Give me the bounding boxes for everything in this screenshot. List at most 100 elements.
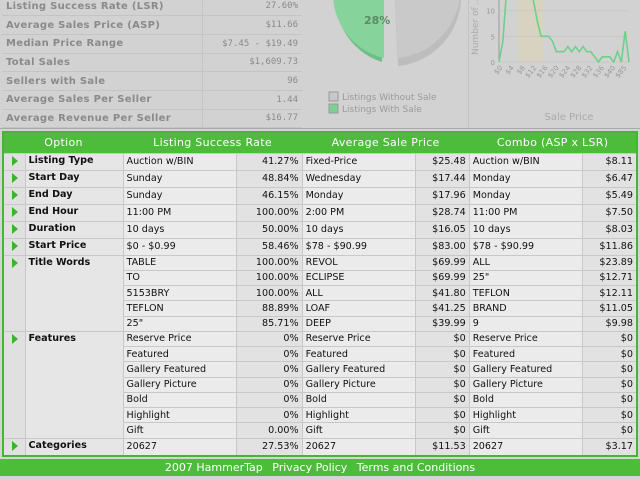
table-row: 5153BRY 100.00% ALL $41.80 TEFLON $12.11 bbox=[3, 284, 638, 302]
expand-button[interactable] bbox=[2, 186, 26, 205]
combo-value: $11.05 bbox=[582, 300, 638, 317]
table-row: Highlight 0% Highlight $0 Highlight $0 bbox=[3, 406, 638, 424]
combo-option: Gallery Picture bbox=[468, 376, 584, 393]
pie-label: 28% bbox=[364, 14, 390, 27]
lsr-option: Bold bbox=[122, 391, 238, 409]
asp-value: $69.99 bbox=[415, 254, 470, 271]
summary-value: $1,609.73 bbox=[202, 53, 302, 73]
asp-option: Highlight bbox=[301, 406, 417, 424]
x-tick-label: $4 bbox=[504, 64, 516, 76]
lsr-value: 100.00% bbox=[236, 254, 303, 271]
asp-value: $16.05 bbox=[415, 220, 470, 239]
asp-option: Gallery Picture bbox=[301, 376, 417, 393]
expand-button[interactable] bbox=[2, 203, 26, 222]
combo-option: BRAND bbox=[468, 300, 584, 317]
arrow-right-icon bbox=[12, 206, 18, 217]
table-row: Gift 0.00% Gift $0 Gift $0 bbox=[3, 422, 638, 439]
footer: 2007 HammerTap Privacy Policy Terms and … bbox=[0, 459, 640, 476]
combo-value: $0 bbox=[582, 406, 638, 424]
asp-value: $39.99 bbox=[415, 315, 470, 332]
privacy-policy-link[interactable]: Privacy Policy bbox=[272, 461, 348, 474]
asp-option: Bold bbox=[301, 391, 417, 409]
asp-option: REVOL bbox=[301, 254, 417, 271]
table-row: Listing Type Auction w/BIN 41.27% Fixed-Pri… bbox=[2, 152, 638, 171]
expand-button[interactable] bbox=[2, 437, 26, 456]
lsr-option: Gallery Picture bbox=[122, 376, 238, 393]
lsr-value: 88.89% bbox=[236, 300, 303, 317]
summary-table: Listing Success Rate (LSR) 27.60% Average … bbox=[2, 0, 302, 129]
lsr-option: Highlight bbox=[122, 406, 238, 424]
combo-value: $0 bbox=[582, 330, 638, 348]
lsr-option: $0 - $0.99 bbox=[122, 237, 238, 256]
combo-option: Highlight bbox=[468, 406, 584, 424]
lsr-value: 41.27% bbox=[236, 152, 303, 171]
asp-value: $11.53 bbox=[415, 437, 470, 456]
y-axis-title: Number of ... bbox=[471, 0, 481, 55]
table-row: Features Reserve Price 0% Reserve Price $0 Re… bbox=[2, 330, 638, 439]
asp-value: $0 bbox=[415, 391, 470, 409]
expand-button[interactable] bbox=[2, 220, 26, 239]
combo-value: $0 bbox=[582, 422, 638, 439]
lsr-value: 58.46% bbox=[236, 237, 303, 256]
lsr-value: 85.71% bbox=[236, 315, 303, 332]
lsr-option: 5153BRY bbox=[122, 284, 238, 302]
asp-value: $41.25 bbox=[415, 300, 470, 317]
asp-option: Fixed-Price bbox=[301, 152, 417, 171]
expand-button[interactable] bbox=[2, 254, 26, 332]
option-label: Start Price bbox=[24, 237, 124, 256]
asp-option: 10 days bbox=[301, 220, 417, 239]
lsr-option: 11:00 PM bbox=[122, 203, 238, 222]
summary-value: $11.66 bbox=[202, 15, 302, 35]
option-label: Title Words bbox=[24, 254, 124, 332]
lsr-option: TABLE bbox=[122, 254, 238, 271]
asp-option: Gallery Featured bbox=[301, 361, 417, 378]
summary-row: Listing Success Rate (LSR) 27.60% bbox=[2, 0, 302, 17]
combo-option: 9 bbox=[468, 315, 584, 332]
lsr-value: 100.00% bbox=[236, 269, 303, 287]
summary-value: $7.45 - $19.49 bbox=[202, 34, 302, 54]
terms-link[interactable]: Terms and Conditions bbox=[356, 461, 476, 474]
lsr-value: 50.00% bbox=[236, 220, 303, 239]
asp-option: $78 - $90.99 bbox=[301, 237, 417, 256]
lsr-option: 10 days bbox=[122, 220, 238, 239]
expand-button[interactable] bbox=[2, 330, 26, 439]
combo-value: $12.11 bbox=[582, 284, 638, 302]
lsr-value: 0% bbox=[236, 376, 303, 393]
combo-option: 10 days bbox=[468, 220, 584, 239]
legend-without-sale: Listings Without Sale bbox=[342, 93, 437, 103]
option-label: Features bbox=[24, 330, 124, 439]
combo-option: Gallery Featured bbox=[468, 361, 584, 378]
option-label: Start Day bbox=[24, 169, 124, 188]
expand-button[interactable] bbox=[2, 237, 26, 256]
lsr-value: 0% bbox=[236, 330, 303, 348]
lsr-option: TEFLON bbox=[122, 300, 238, 317]
header-option[interactable]: Option bbox=[3, 132, 123, 153]
expand-button[interactable] bbox=[2, 152, 26, 171]
header-average-sale-price[interactable]: Average Sale Price bbox=[302, 132, 470, 153]
legend-with-sale: Listings With Sale bbox=[342, 105, 422, 115]
lsr-option: 25" bbox=[122, 315, 238, 332]
lsr-option: Reserve Price bbox=[122, 330, 238, 348]
asp-option: LOAF bbox=[301, 300, 417, 317]
expand-button[interactable] bbox=[2, 169, 26, 188]
summary-label: Median Price Range bbox=[2, 34, 203, 54]
table-header: Option Listing Success Rate Average Sale P… bbox=[3, 132, 637, 153]
combo-value: $11.86 bbox=[582, 237, 638, 256]
asp-option: 20627 bbox=[301, 437, 417, 456]
summary-panel: Listing Success Rate (LSR) 27.60% Average … bbox=[0, 0, 640, 129]
summary-label: Total Sales bbox=[2, 53, 203, 73]
combo-option: Gift bbox=[468, 422, 584, 439]
asp-value: $0 bbox=[415, 345, 470, 363]
summary-label: Listing Success Rate (LSR) bbox=[2, 0, 203, 17]
combo-option: 25" bbox=[468, 269, 584, 287]
header-combo[interactable]: Combo (ASP x LSR) bbox=[469, 132, 637, 153]
lsr-option: Gallery Featured bbox=[122, 361, 238, 378]
option-label: End Hour bbox=[24, 203, 124, 222]
arrow-right-icon bbox=[12, 257, 18, 268]
y-tick-label: 10 bbox=[486, 8, 495, 16]
lsr-value: 0% bbox=[236, 391, 303, 409]
header-listing-success-rate[interactable]: Listing Success Rate bbox=[123, 132, 303, 153]
combo-value: $8.03 bbox=[582, 220, 638, 239]
combo-value: $7.50 bbox=[582, 203, 638, 222]
lsr-option: TO bbox=[122, 269, 238, 287]
